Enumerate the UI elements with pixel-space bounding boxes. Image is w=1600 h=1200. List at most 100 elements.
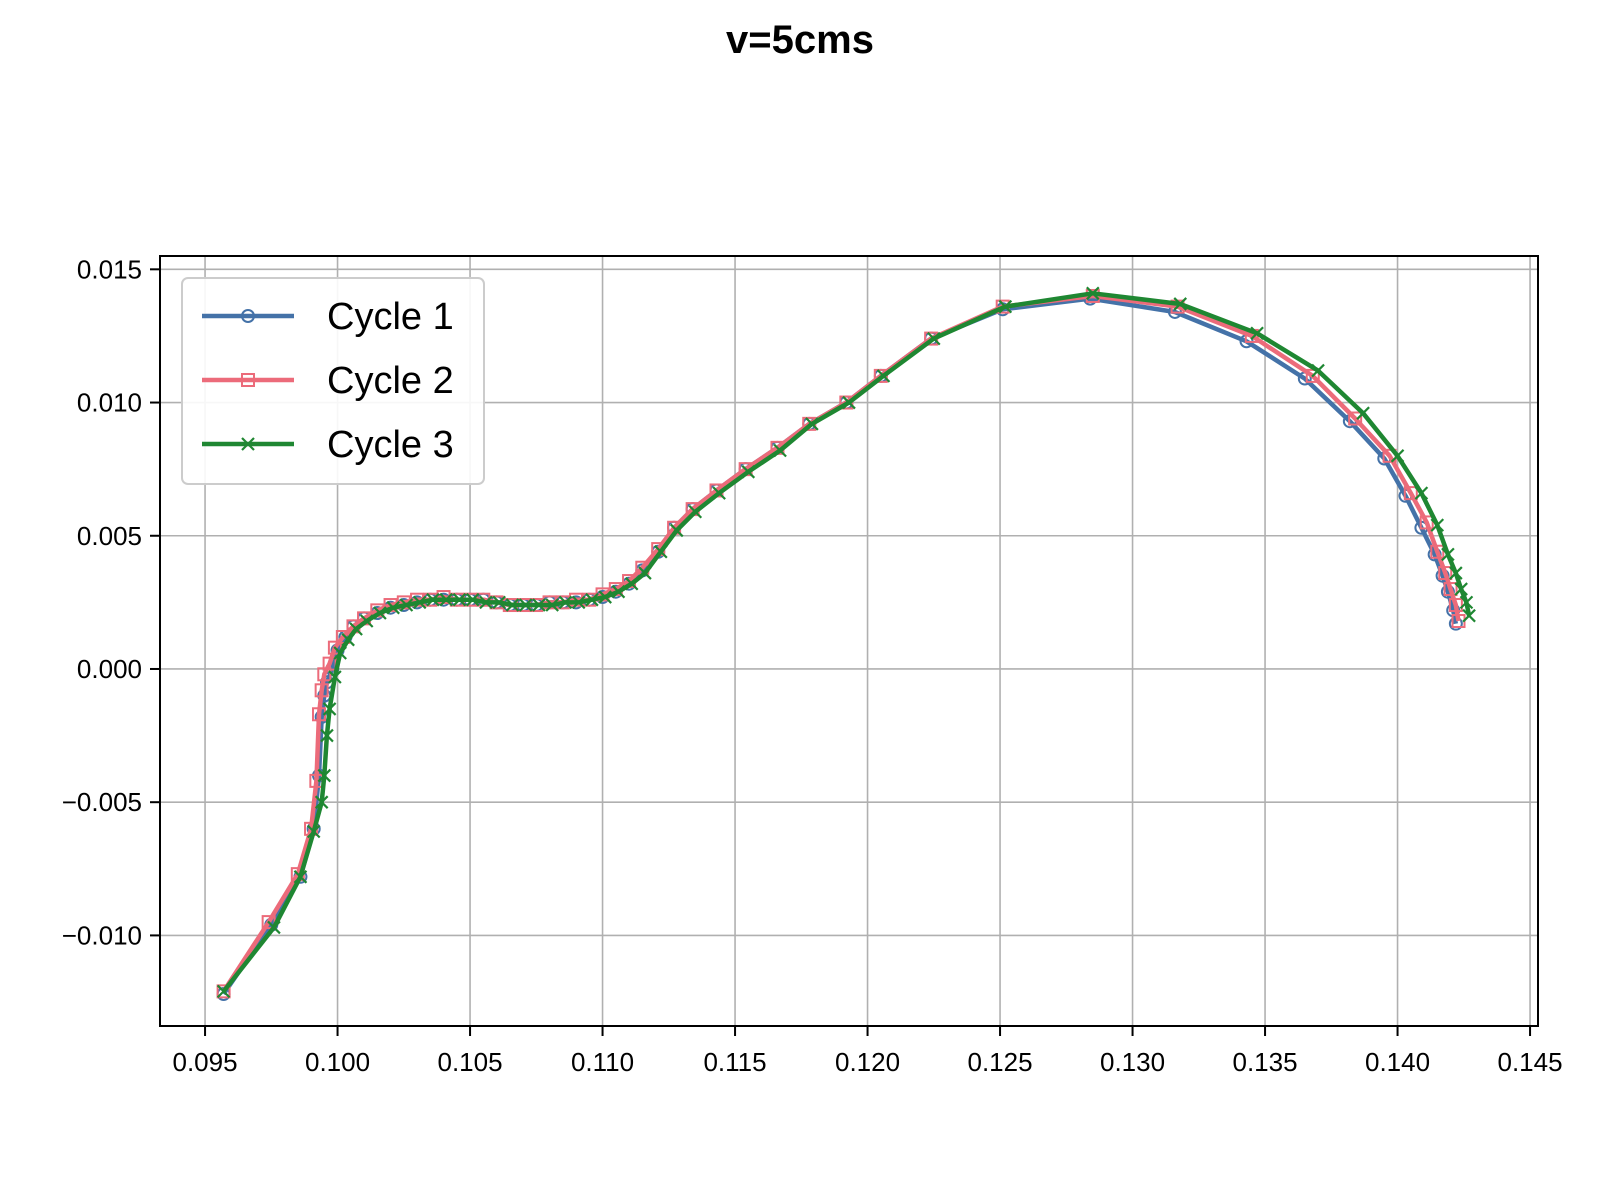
x-marker: [1430, 518, 1445, 532]
x-marker-stroke: [320, 728, 334, 743]
x-marker: [598, 590, 612, 604]
x-marker-stroke: [598, 590, 612, 604]
x-marker-stroke: [571, 595, 586, 610]
x-marker-stroke: [333, 646, 347, 660]
x-marker-stroke: [611, 584, 626, 599]
x-marker: [267, 920, 281, 935]
x-marker-stroke: [1414, 486, 1429, 500]
square-marker: [1419, 515, 1434, 530]
x-marker: [241, 437, 255, 451]
x-marker-stroke: [773, 443, 787, 458]
x-marker: [359, 614, 374, 628]
axes-frame: [159, 255, 1539, 1027]
x-marker: [1462, 608, 1476, 623]
x-marker-stroke: [741, 465, 756, 479]
ticks: 0.095 0.100 0.105 0.110 0.115 0.120 0.125 0.130…: [62, 254, 1563, 1077]
x-tick-label: 0.140: [1365, 1047, 1430, 1077]
circle-marker: [241, 309, 255, 323]
x-marker: [439, 592, 453, 607]
x-marker-stroke: [518, 598, 533, 612]
x-marker-stroke: [373, 606, 387, 620]
x-marker: [373, 606, 387, 620]
legend-item: Cycle 1: [202, 296, 454, 338]
x-marker: [505, 598, 520, 612]
x-marker: [571, 595, 586, 610]
x-marker-stroke: [314, 795, 329, 809]
square-marker: [1438, 566, 1453, 581]
x-marker: [328, 670, 342, 684]
x-marker: [927, 331, 941, 346]
legend-label: Cycle 3: [327, 424, 454, 466]
x-marker-stroke: [412, 595, 427, 610]
x-marker: [518, 598, 533, 612]
x-marker: [426, 592, 440, 607]
x-marker-stroke: [306, 824, 321, 839]
x-marker-stroke: [558, 595, 573, 610]
y-tick-label: −0.005: [62, 787, 142, 817]
x-marker: [712, 486, 726, 500]
legend-box: [181, 277, 485, 485]
x-tick-label: 0.145: [1498, 1047, 1563, 1077]
x-marker: [1414, 486, 1429, 500]
x-marker: [399, 598, 414, 612]
square-marker: [216, 984, 231, 999]
x-marker-stroke: [267, 920, 281, 935]
square-marker: [314, 683, 329, 698]
y-tick-label: 0.005: [77, 521, 142, 551]
x-marker: [773, 443, 787, 458]
x-marker: [341, 632, 355, 647]
x-marker-stroke: [1449, 566, 1463, 580]
square-marker: [1348, 411, 1363, 426]
x-marker: [322, 702, 337, 716]
x-marker-stroke: [293, 870, 308, 884]
x-marker-stroke: [545, 598, 559, 612]
square-marker: [1448, 598, 1463, 613]
legend: Cycle 1 Cycle 2 Cycle 3: [181, 277, 485, 485]
y-tick-label: −0.010: [62, 920, 142, 950]
x-marker-stroke: [1430, 518, 1445, 532]
x-marker: [741, 465, 756, 479]
x-marker: [1449, 566, 1463, 580]
x-marker: [479, 595, 493, 610]
x-marker-stroke: [1454, 582, 1468, 596]
series-3: [216, 286, 1476, 999]
x-marker: [998, 299, 1013, 314]
x-marker-stroke: [452, 592, 467, 607]
x-marker: [1441, 547, 1455, 562]
x-marker-stroke: [1356, 406, 1370, 420]
square-marker: [1430, 544, 1445, 559]
x-marker: [386, 600, 400, 615]
y-tick-label: 0.000: [77, 654, 142, 684]
x-marker-stroke: [328, 670, 342, 684]
x-marker-stroke: [585, 592, 599, 607]
x-marker: [333, 646, 347, 660]
x-tick-label: 0.115: [703, 1047, 766, 1077]
x-marker-stroke: [1462, 608, 1476, 623]
x-marker: [216, 984, 231, 999]
x-marker: [624, 576, 639, 591]
x-marker-stroke: [505, 598, 520, 612]
x-tick-label: 0.100: [305, 1047, 370, 1077]
x-marker: [654, 544, 668, 559]
x-marker: [585, 592, 599, 607]
x-marker-stroke: [712, 486, 726, 500]
x-marker-stroke: [1390, 449, 1405, 463]
x-marker-stroke: [876, 369, 891, 383]
x-marker-stroke: [349, 622, 363, 636]
x-marker: [1356, 406, 1370, 420]
x-marker-stroke: [927, 331, 941, 346]
x-tick-label: 0.135: [1233, 1047, 1298, 1077]
x-marker: [1173, 297, 1188, 311]
x-marker-stroke: [479, 595, 493, 610]
x-marker-stroke: [241, 437, 255, 451]
x-marker-stroke: [386, 600, 400, 615]
x-marker-stroke: [439, 592, 453, 607]
x-marker: [842, 395, 856, 410]
x-marker: [558, 595, 573, 610]
x-marker: [638, 566, 652, 580]
x-marker: [1250, 326, 1264, 341]
x-marker: [805, 417, 819, 431]
x-tick-label: 0.105: [438, 1047, 503, 1077]
x-marker-stroke: [317, 768, 332, 783]
